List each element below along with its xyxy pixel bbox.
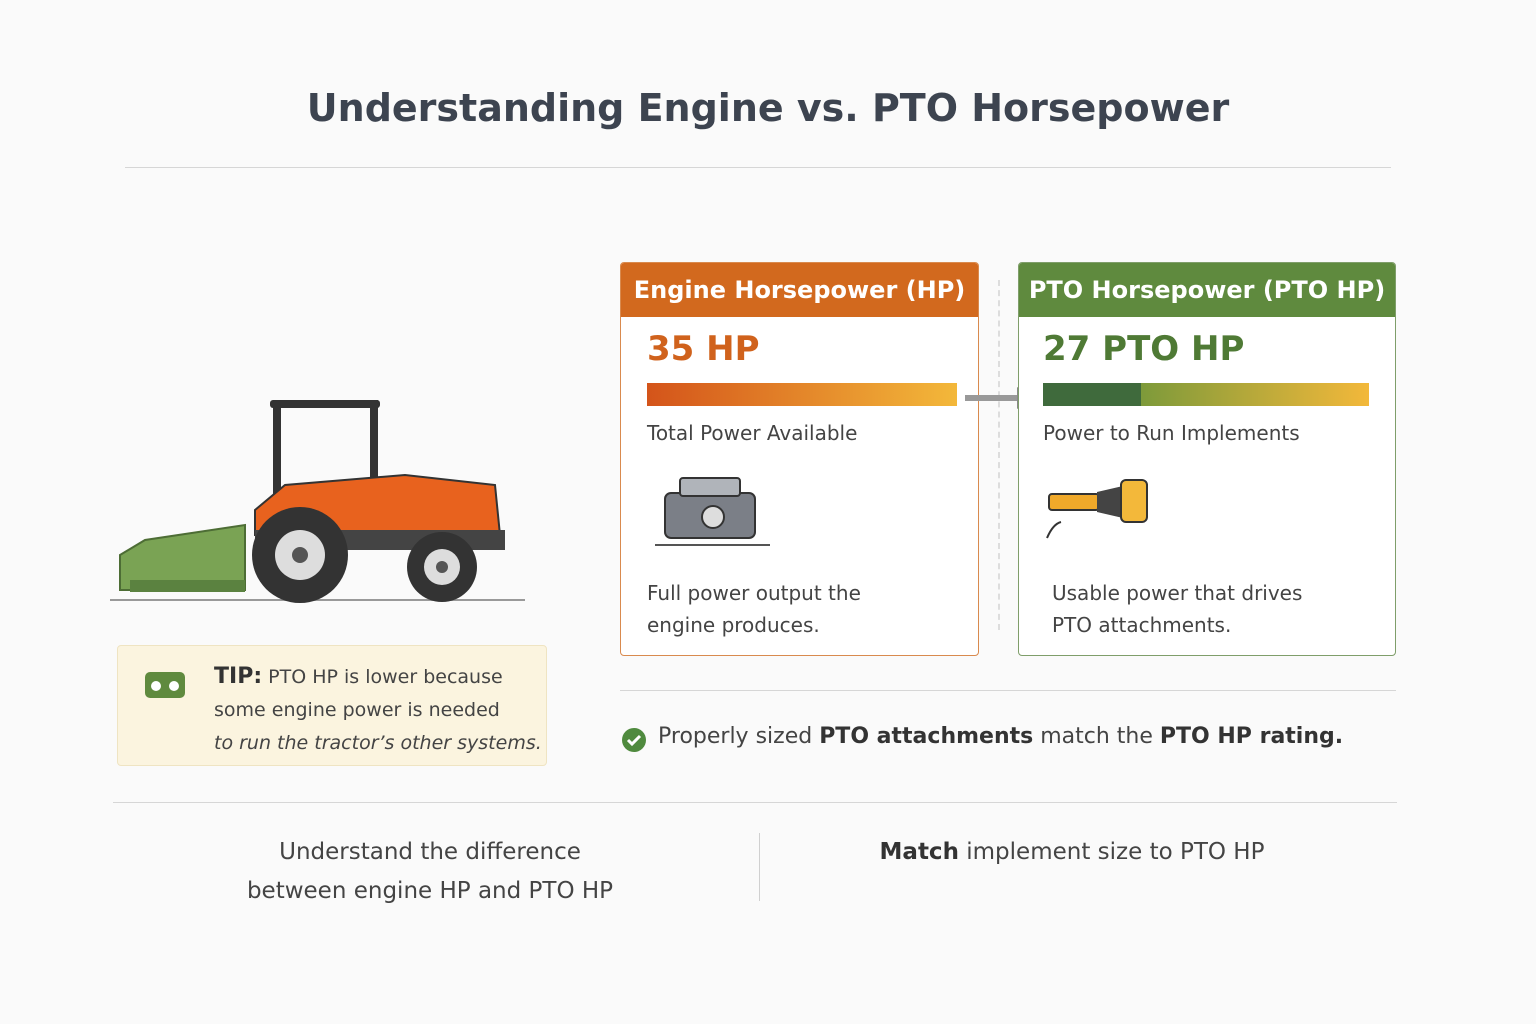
footer-item: Understand the difference between engine …: [180, 833, 680, 911]
card-description: Full power output the engine produces.: [647, 577, 861, 641]
footer-text: implement size to PTO HP: [958, 839, 1265, 865]
footer-text: Understand the difference: [279, 839, 581, 865]
note: Properly sized PTO attachments match the…: [658, 724, 1343, 749]
tip-line: to run the tractor’s other systems.: [214, 732, 542, 754]
footer-text: between engine HP and PTO HP: [246, 878, 614, 904]
description-line: Usable power that drives: [1052, 581, 1303, 605]
check-icon: [622, 728, 646, 752]
footer-text: Match: [879, 839, 959, 865]
power-bar: [1043, 383, 1369, 406]
dashed-separator: [998, 280, 1000, 630]
note-segment: match the: [1033, 724, 1160, 749]
card-heading: Engine Horsepower (HP): [621, 263, 978, 317]
pto-card: PTO Horsepower (PTO HP) 27 PTO HP Power …: [1018, 262, 1396, 656]
description-line: PTO attachments.: [1052, 613, 1232, 637]
tip-icon: [145, 672, 185, 698]
note-segment: PTO attachments: [819, 724, 1034, 749]
divider: [113, 802, 1397, 803]
card-description: Usable power that drives PTO attachments.: [1052, 577, 1302, 641]
card-value: 35 HP: [647, 329, 760, 369]
divider: [620, 690, 1396, 691]
note-segment: PTO HP rating.: [1159, 724, 1344, 749]
footer-separator: [759, 833, 760, 901]
title: Understanding Engine vs. PTO Horsepower: [306, 86, 1230, 130]
engine-card: Engine Horsepower (HP) 35 HP Total Power…: [620, 262, 979, 656]
tip-text: TIP: PTO HP is lower because some engine …: [214, 660, 542, 760]
tip-label: TIP:: [214, 664, 263, 689]
engine-icon: [655, 477, 770, 546]
card-heading: PTO Horsepower (PTO HP): [1019, 263, 1395, 317]
note-segment: Properly sized: [658, 724, 820, 749]
card-value: 27 PTO HP: [1043, 329, 1245, 369]
tractor-illustration: [110, 400, 525, 603]
power-bar: [647, 383, 957, 406]
tip-box: TIP: PTO HP is lower because some engine …: [117, 645, 547, 766]
card-caption: Total Power Available: [647, 421, 858, 445]
pto-shaft-icon: [1046, 479, 1148, 539]
card-caption: Power to Run Implements: [1043, 421, 1300, 445]
tip-line: some engine power is needed: [214, 699, 500, 721]
divider: [125, 167, 1391, 168]
footer-item: Match implement size to PTO HP: [822, 833, 1322, 872]
description-line: engine produces.: [647, 613, 820, 637]
description-line: Full power output the: [647, 581, 861, 605]
tip-line: PTO HP is lower because: [268, 666, 503, 688]
